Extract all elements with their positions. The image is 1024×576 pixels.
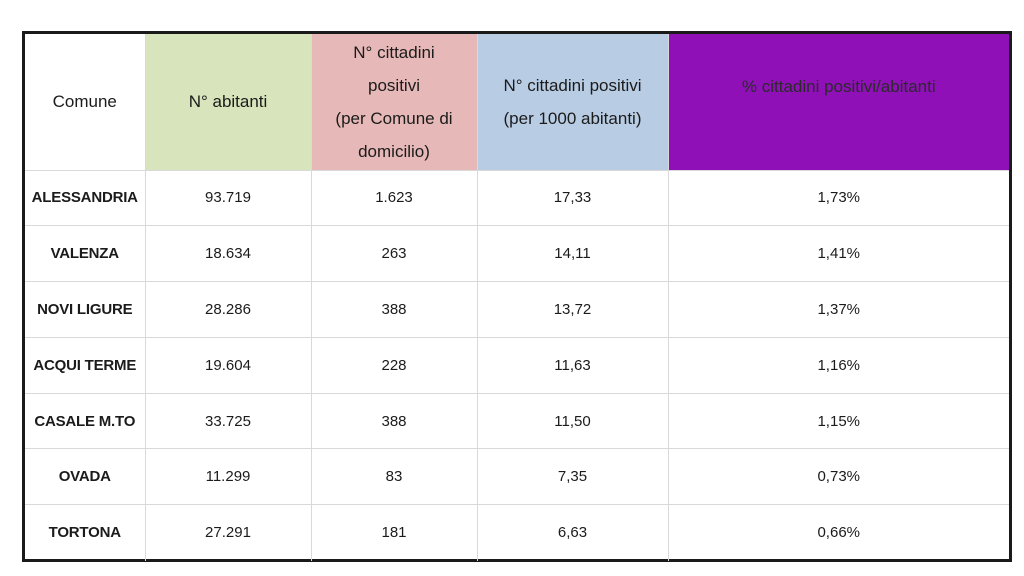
header-comune: Comune bbox=[25, 34, 146, 171]
header-positivi: N° cittadini positivi (per Comune di dom… bbox=[311, 34, 478, 171]
table-row: ALESSANDRIA 93.719 1.623 17,33 1,73% bbox=[25, 170, 1009, 227]
table-row: VALENZA 18.634 263 14,11 1,41% bbox=[25, 225, 1009, 283]
cell-comune: ALESSANDRIA bbox=[25, 170, 146, 227]
cell-percentuale: 1,73% bbox=[668, 170, 1009, 227]
header-row: Comune N° abitanti N° cittadini positivi… bbox=[25, 34, 1009, 171]
header-positivi-line-2: positivi bbox=[368, 75, 420, 95]
cell-positivi: 181 bbox=[311, 504, 478, 561]
cell-comune: OVADA bbox=[25, 448, 146, 506]
header-abitanti: N° abitanti bbox=[145, 34, 312, 171]
cell-positivi: 1.623 bbox=[311, 170, 478, 227]
table-row: ACQUI TERME 19.604 228 11,63 1,16% bbox=[25, 337, 1009, 394]
cell-percentuale: 1,37% bbox=[668, 281, 1009, 338]
header-positivi-line-4: domicilio) bbox=[358, 141, 430, 161]
header-positivi-line-3: (per Comune di bbox=[335, 108, 453, 128]
table-row: TORTONA 27.291 181 6,63 0,66% bbox=[25, 504, 1009, 561]
cell-percentuale: 1,15% bbox=[668, 393, 1009, 450]
cell-abitanti: 11.299 bbox=[145, 448, 312, 506]
cell-per1000: 17,33 bbox=[477, 170, 669, 227]
table-row: NOVI LIGURE 28.286 388 13,72 1,37% bbox=[25, 281, 1009, 338]
cell-positivi: 388 bbox=[311, 393, 478, 450]
cell-abitanti: 19.604 bbox=[145, 337, 312, 394]
cell-positivi: 263 bbox=[311, 225, 478, 283]
cell-comune: TORTONA bbox=[25, 504, 146, 561]
header-per1000-line-1: N° cittadini positivi bbox=[503, 75, 642, 95]
header-positivi-line-1: N° cittadini bbox=[353, 42, 435, 62]
header-percentuale: % cittadini positivi/abitanti bbox=[668, 34, 1009, 171]
cell-per1000: 6,63 bbox=[477, 504, 669, 561]
positives-table: Comune N° abitanti N° cittadini positivi… bbox=[25, 34, 1009, 561]
cell-per1000: 13,72 bbox=[477, 281, 669, 338]
header-per1000: N° cittadini positivi (per 1000 abitanti… bbox=[477, 34, 669, 171]
cell-percentuale: 1,41% bbox=[668, 225, 1009, 283]
data-table-frame: Comune N° abitanti N° cittadini positivi… bbox=[22, 31, 1012, 562]
cell-per1000: 7,35 bbox=[477, 448, 669, 506]
table-row: OVADA 11.299 83 7,35 0,73% bbox=[25, 448, 1009, 506]
cell-positivi: 83 bbox=[311, 448, 478, 506]
cell-per1000: 11,63 bbox=[477, 337, 669, 394]
cell-percentuale: 0,66% bbox=[817, 524, 861, 542]
cell-abitanti: 33.725 bbox=[145, 393, 312, 450]
cell-abitanti: 27.291 bbox=[145, 504, 312, 561]
cell-percentuale: 1,16% bbox=[668, 337, 1009, 394]
cell-per1000: 14,11 bbox=[477, 225, 669, 283]
cell-abitanti: 28.286 bbox=[145, 281, 312, 338]
cell-comune: ACQUI TERME bbox=[25, 337, 146, 394]
cell-comune: NOVI LIGURE bbox=[25, 281, 146, 338]
cell-comune: CASALE M.TO bbox=[25, 393, 146, 450]
cell-positivi: 228 bbox=[311, 337, 478, 394]
cell-positivi: 388 bbox=[311, 281, 478, 338]
table-row: CASALE M.TO 33.725 388 11,50 1,15% bbox=[25, 393, 1009, 450]
cell-percentuale: 0,73% bbox=[668, 448, 1009, 506]
cell-abitanti: 18.634 bbox=[145, 225, 312, 283]
cell-abitanti: 93.719 bbox=[145, 170, 312, 227]
header-per1000-line-2: (per 1000 abitanti) bbox=[503, 108, 642, 128]
cell-comune: VALENZA bbox=[25, 225, 146, 283]
cell-per1000: 11,50 bbox=[477, 393, 669, 450]
